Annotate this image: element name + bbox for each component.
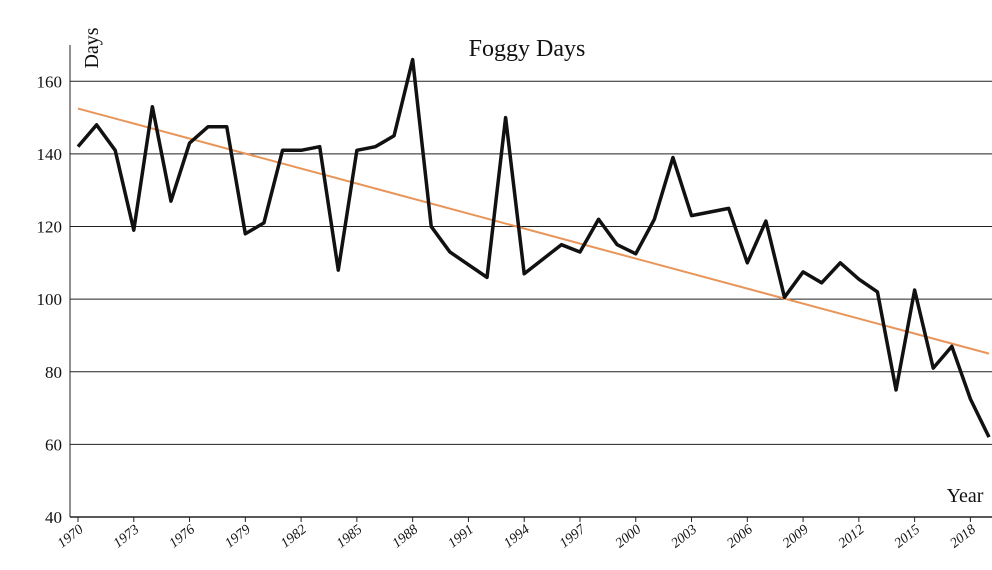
chart-title: Foggy Days bbox=[469, 36, 586, 62]
y-tick-label: 80 bbox=[45, 363, 62, 382]
x-tick-label: 2015 bbox=[892, 522, 923, 551]
y-axis-label: Days bbox=[81, 27, 103, 68]
x-tick-label: 1991 bbox=[446, 522, 477, 551]
y-tick-label: 60 bbox=[45, 435, 62, 454]
x-tick-label: 1985 bbox=[334, 522, 365, 551]
x-tick-label: 1997 bbox=[557, 522, 589, 552]
x-tick-label: 2012 bbox=[836, 522, 867, 551]
x-tick-label: 1979 bbox=[222, 522, 253, 551]
x-tick-label: 1976 bbox=[167, 522, 198, 551]
x-tick-label: 2018 bbox=[948, 522, 979, 551]
trend-line bbox=[77, 107, 990, 355]
data-line bbox=[76, 57, 991, 438]
x-tick-label: 2009 bbox=[780, 522, 811, 551]
y-tick-label: 160 bbox=[37, 72, 63, 91]
y-tick-label: 140 bbox=[37, 145, 63, 164]
x-tick-label: 1973 bbox=[111, 522, 142, 551]
x-axis-label: Year bbox=[947, 485, 984, 507]
y-tick-label: 120 bbox=[37, 218, 63, 237]
x-tick-label: 1994 bbox=[501, 522, 532, 551]
x-tick-label: 1982 bbox=[278, 522, 309, 551]
y-tick-label: 100 bbox=[37, 290, 63, 309]
x-tick-label: 2000 bbox=[613, 522, 644, 551]
x-tick-label: 2003 bbox=[669, 522, 700, 551]
x-tick-label: 2006 bbox=[724, 522, 755, 551]
y-tick-label: 40 bbox=[45, 508, 62, 527]
x-tick-label: 1988 bbox=[390, 522, 421, 551]
